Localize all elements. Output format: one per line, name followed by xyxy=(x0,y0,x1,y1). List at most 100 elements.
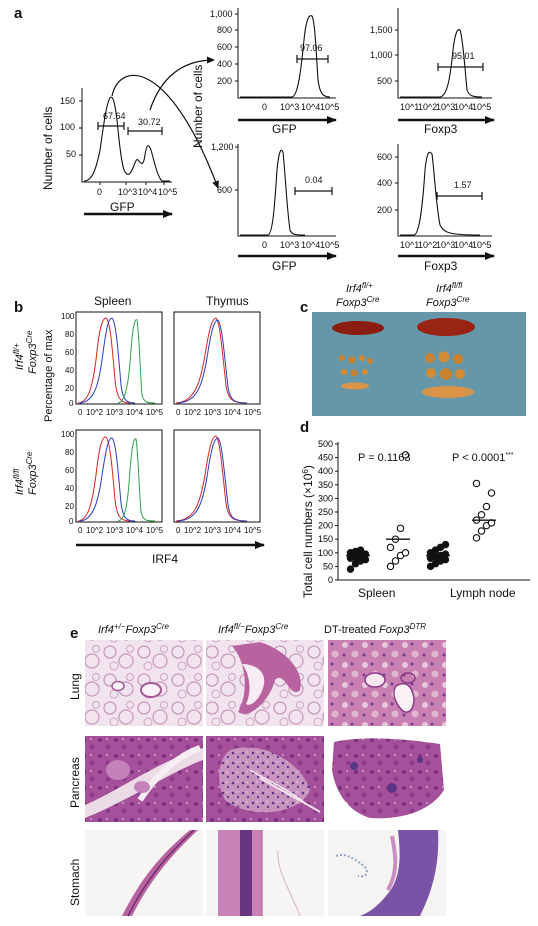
tick-label: 1,000 xyxy=(370,50,393,60)
tick-label: 10^3 xyxy=(204,526,222,535)
tick-label: 60 xyxy=(65,348,74,357)
tick-label: 10^3 xyxy=(280,102,299,112)
tick-label: 1,200 xyxy=(211,142,234,152)
p-value-spleen: P = 0.1163 xyxy=(358,452,411,464)
histogram-spleen-fl-fl: 100 80 60 40 20 0 xyxy=(61,429,163,526)
axis-label: GFP xyxy=(110,200,135,214)
tick-label: 0 xyxy=(69,517,74,526)
column-title: Thymus xyxy=(206,294,249,308)
tick-label: 600 xyxy=(217,42,232,52)
lymph-node xyxy=(340,368,348,376)
tick-label: 10^3 xyxy=(106,408,124,417)
data-point xyxy=(346,565,355,573)
tick-label: 250 xyxy=(318,507,333,517)
tick-label: 10^1 xyxy=(400,240,419,250)
tick-label: 80 xyxy=(65,330,74,339)
panel-a-plot-gfp-bottom: 1,200 600 0 10^3 10^4 10^5 0.04 GFP xyxy=(211,142,339,273)
category-label: Lymph node xyxy=(450,586,516,600)
gate-value: 95.01 xyxy=(452,51,475,61)
lymph-node xyxy=(440,368,452,380)
histogram-curve xyxy=(240,149,306,236)
panel-label-e: e xyxy=(70,625,78,642)
tick-label: 100 xyxy=(61,430,75,439)
tick-label: 100 xyxy=(318,548,333,558)
tick-label: 350 xyxy=(318,480,333,490)
axis-label: GFP xyxy=(272,122,297,136)
tick-label: 10^4 xyxy=(301,240,320,250)
histology-lung-dt xyxy=(328,640,446,726)
panel-b: Spleen Thymus Irf4fl/+ Foxp3Cre Irf4fl/f… xyxy=(12,294,265,566)
histogram-blue xyxy=(79,317,136,404)
histology-stomach-dt xyxy=(328,830,446,916)
tick-label: 10^3 xyxy=(280,240,299,250)
gate-value: 30.72 xyxy=(138,117,161,127)
tick-label: 400 xyxy=(377,178,392,188)
panel-c: Irf4fl/+ Foxp3Cre Irf4fl/fl Foxp3Cre xyxy=(312,281,526,416)
lymph-node xyxy=(339,355,345,361)
tick-label: 10^4 xyxy=(126,408,144,417)
tick-label: 600 xyxy=(217,185,232,195)
lymph-node xyxy=(341,382,369,390)
tick-label: 20 xyxy=(65,384,74,393)
data-point xyxy=(477,510,486,519)
panel-d-yaxis: 0 50 100 150 200 250 300 350 400 450 500 xyxy=(318,439,338,585)
axis-label: Foxp3 xyxy=(424,122,458,136)
data-point xyxy=(477,527,486,535)
lymph-node xyxy=(367,358,373,364)
column-title: Irf4fl/fl xyxy=(436,281,462,295)
histogram-red xyxy=(77,317,131,404)
tick-label: 10^4 xyxy=(138,187,157,197)
panel-label-a: a xyxy=(14,5,23,22)
panel-b-ylabel: Percentage of max xyxy=(43,329,55,422)
tick-label: 10^4 xyxy=(454,102,473,112)
row-label: Irf4fl/+ xyxy=(12,343,26,370)
category-label: Spleen xyxy=(358,586,395,600)
tick-label: 10^5 xyxy=(320,240,339,250)
tick-label: 10^2 xyxy=(418,240,437,250)
tick-label: 10^5 xyxy=(158,187,177,197)
panel-a-ylabel: Number of cells xyxy=(41,107,55,190)
histogram-green xyxy=(117,438,156,522)
histogram-blue xyxy=(177,437,248,522)
tick-label: 200 xyxy=(318,521,333,531)
tick-label: 100 xyxy=(60,122,75,132)
tick-label: 10^5 xyxy=(472,240,491,250)
data-point xyxy=(356,546,365,554)
row-label: Foxp3Cre xyxy=(25,330,39,374)
tick-label: 10^3 xyxy=(436,102,455,112)
tick-label: 500 xyxy=(318,439,333,449)
tick-label: 10^5 xyxy=(472,102,491,112)
tick-label: 40 xyxy=(65,366,74,375)
lymph-node xyxy=(455,369,465,379)
tick-label: 0 xyxy=(328,575,333,585)
organ-photo xyxy=(312,312,526,416)
histogram-curve xyxy=(83,96,170,182)
axis-label: GFP xyxy=(272,259,297,273)
data-point xyxy=(391,557,400,565)
histogram-red xyxy=(175,435,246,522)
tick-label: 40 xyxy=(65,484,74,493)
tick-label: 10^3 xyxy=(436,240,455,250)
data-point xyxy=(482,502,491,511)
tick-label: 10^4 xyxy=(224,408,242,417)
tick-label: 10^5 xyxy=(244,526,262,535)
tick-label: 10^3 xyxy=(204,408,222,417)
panel-a-plot-foxp3-top: 1,500 1,000 500 10^1 10^2 10^3 10^4 10^5… xyxy=(370,8,495,136)
tick-label: 500 xyxy=(377,76,392,86)
histogram-thymus-fl-fl xyxy=(173,429,261,523)
histogram-spleen-fl-plus: 100 80 60 40 20 0 xyxy=(61,311,163,408)
panel-a: Number of cells 150 100 50 0 10^3 10^4 1… xyxy=(41,8,495,273)
histogram-blue xyxy=(79,437,136,522)
sort-arrow xyxy=(111,74,219,189)
spleen-mutant xyxy=(417,318,475,336)
column-title: Irf4+/−Foxp3Cre xyxy=(98,622,170,636)
row-label: Irf4fl/fl xyxy=(12,469,26,495)
column-title: Foxp3Cre xyxy=(336,295,380,309)
tick-label: 150 xyxy=(318,534,333,544)
tick-label: 400 xyxy=(217,59,232,69)
histogram-red xyxy=(175,317,246,404)
tick-label: 450 xyxy=(318,453,333,463)
axis-label: IRF4 xyxy=(152,552,178,566)
panel-labels: a b c d e xyxy=(14,5,309,642)
histogram-thymus-fl-plus xyxy=(173,311,261,405)
